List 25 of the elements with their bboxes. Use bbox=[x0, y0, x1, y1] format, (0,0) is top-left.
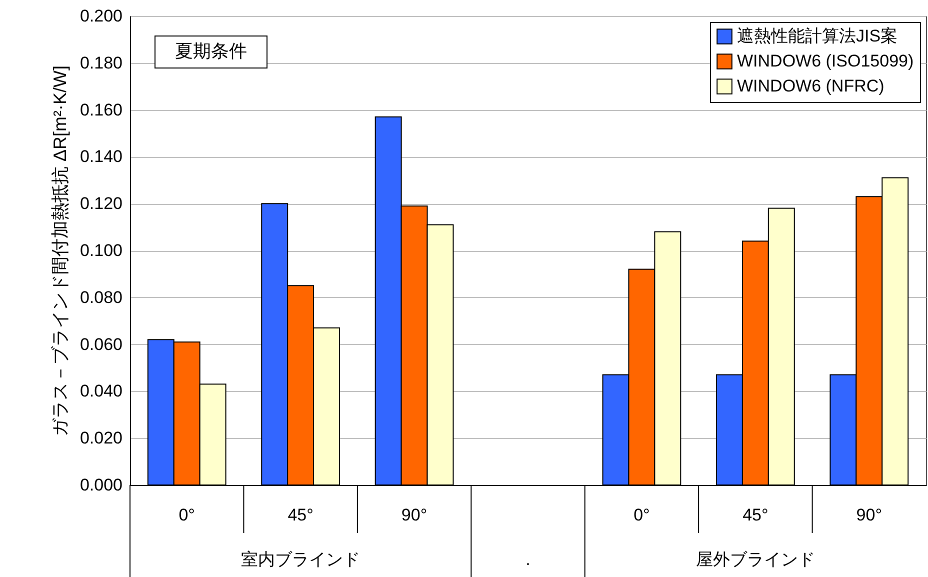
annotation: 夏期条件 bbox=[175, 41, 247, 61]
legend-label: WINDOW6 (NFRC) bbox=[737, 76, 884, 96]
y-tick-label: 0.160 bbox=[80, 100, 122, 120]
legend-label: 遮熱性能計算法JIS案 bbox=[737, 26, 898, 46]
y-tick-label: 0.140 bbox=[80, 147, 122, 166]
y-tick-label: 0.060 bbox=[80, 334, 122, 354]
y-tick-label: 0.180 bbox=[80, 53, 122, 72]
x-tick-label: 0° bbox=[634, 506, 650, 524]
y-tick-label: 0.020 bbox=[80, 428, 122, 448]
x-tick-label: 90° bbox=[401, 506, 428, 524]
x-tick-label: 45° bbox=[742, 506, 768, 524]
x-tick-label: 45° bbox=[288, 506, 314, 524]
text: . bbox=[526, 550, 530, 569]
y-tick-label: 0.200 bbox=[80, 6, 122, 26]
y-tick-label: 0.000 bbox=[80, 476, 122, 494]
y-tick-label: 0.080 bbox=[80, 288, 122, 307]
text: 屋外ブラインド bbox=[696, 550, 815, 569]
y-axis-title: ガラス－ブラインド間付加熱抵抗 ΔR[m²·K/W] bbox=[50, 65, 70, 437]
y-tick-label: 0.120 bbox=[80, 194, 122, 214]
y-tick-label: 0.040 bbox=[80, 382, 122, 401]
x-tick-label: 0° bbox=[178, 506, 195, 524]
legend-label: WINDOW6 (ISO15099) bbox=[737, 52, 914, 70]
y-tick-label: 0.100 bbox=[80, 241, 122, 260]
text: 室内ブラインド bbox=[241, 550, 360, 569]
x-tick-label: 90° bbox=[856, 506, 882, 524]
